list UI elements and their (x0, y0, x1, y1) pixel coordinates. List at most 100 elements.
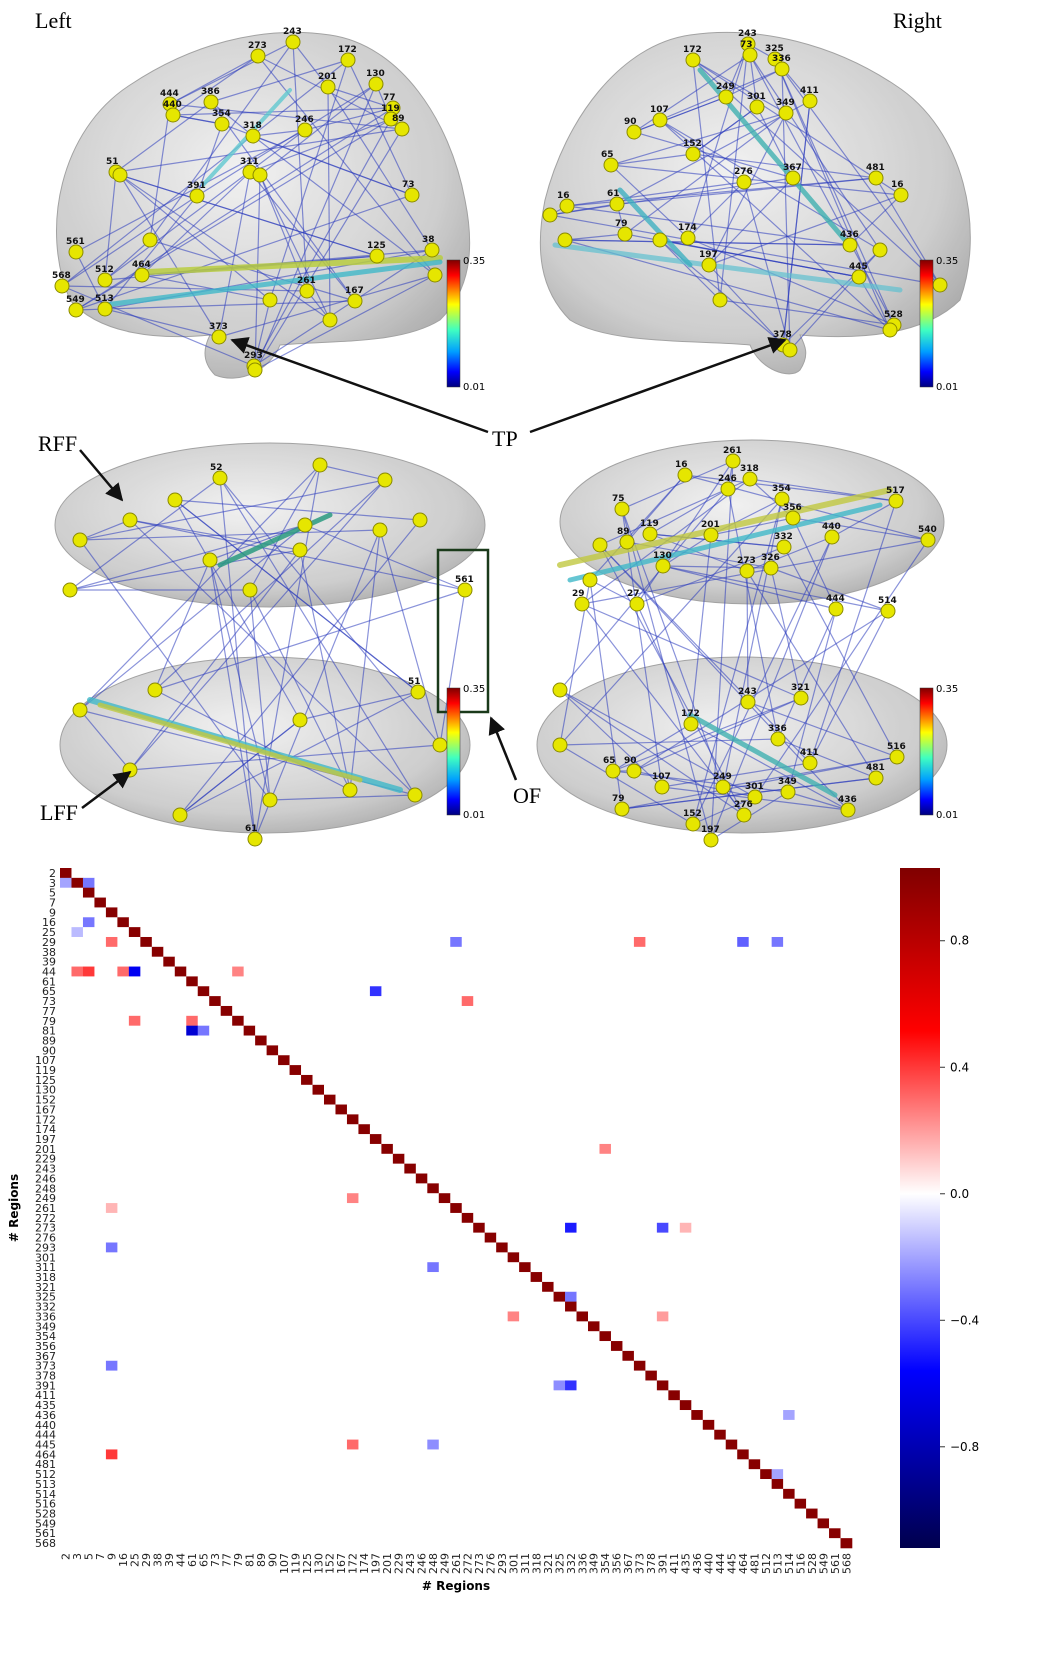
heatmap-cell (117, 936, 130, 948)
heatmap-cell (278, 1469, 290, 1480)
edge (626, 541, 663, 788)
heatmap-cell (197, 936, 210, 948)
heatmap-cell (94, 1419, 107, 1431)
heatmap-cell (381, 1301, 394, 1312)
heatmap-cell (324, 976, 336, 987)
heatmap-cell (450, 1232, 463, 1243)
heatmap-cell (530, 1153, 543, 1164)
heatmap-cell (691, 1005, 704, 1017)
heatmap-cell (633, 1410, 646, 1421)
heatmap-cell (553, 1321, 566, 1332)
heatmap-cell (783, 1074, 795, 1086)
node-label: 119 (640, 519, 659, 529)
heatmap-cell (806, 897, 818, 908)
heatmap-cell (232, 1311, 244, 1322)
heatmap-cell (266, 1222, 279, 1233)
heatmap-cell (588, 1400, 600, 1411)
heatmap-cell (105, 897, 118, 908)
heatmap-cell (737, 1232, 749, 1243)
heatmap-cell (691, 1331, 704, 1342)
heatmap-cell (197, 1301, 210, 1312)
heatmap-cell (140, 917, 153, 928)
heatmap-cell (358, 1035, 371, 1046)
heatmap-cell (381, 1449, 394, 1460)
heatmap-cell (174, 1163, 187, 1174)
heatmap-cell (840, 1410, 853, 1421)
heatmap-cell (128, 976, 141, 987)
heatmap-cell (335, 1114, 348, 1125)
heatmap-cell (668, 897, 681, 908)
heatmap-cell (232, 936, 244, 948)
heatmap-cell (530, 956, 543, 967)
edge (104, 171, 117, 281)
heatmap-cell (415, 1183, 428, 1194)
heatmap-cell (748, 1094, 761, 1105)
heatmap-cell (542, 1291, 554, 1302)
heatmap-cell (530, 966, 543, 977)
heatmap-cell (817, 1281, 830, 1293)
heatmap-cell (702, 1035, 715, 1046)
heatmap-cell (358, 1005, 371, 1017)
heatmap-cell (588, 956, 600, 967)
heatmap-cell (128, 1429, 141, 1440)
heatmap-cell (840, 1341, 853, 1352)
heatmap-cell (519, 1173, 531, 1184)
heatmap-cell (725, 956, 738, 967)
heatmap-cell (174, 1459, 187, 1470)
arrow (488, 716, 518, 781)
brain-left-lateral (56, 32, 471, 379)
heatmap-cell (324, 1222, 336, 1233)
heatmap-cell (209, 877, 221, 889)
heatmap-cell (289, 1419, 302, 1431)
heatmap-cell (94, 956, 107, 967)
heatmap-cell (645, 1360, 658, 1371)
heatmap-cell (438, 1124, 451, 1135)
heatmap-cell (519, 956, 531, 967)
heatmap-cell (565, 1331, 577, 1342)
node (629, 596, 645, 612)
heatmap-cell (760, 1232, 772, 1243)
heatmap-cell (243, 1035, 256, 1046)
heatmap-cell (461, 1143, 474, 1155)
heatmap-cell (565, 1488, 577, 1500)
heatmap-cell (381, 1183, 394, 1194)
heatmap-cell (415, 1291, 428, 1302)
heatmap-cell (725, 1143, 738, 1155)
heatmap-cell (140, 1370, 153, 1381)
heatmap-cell (588, 1429, 600, 1440)
heatmap-cell (748, 1291, 761, 1302)
heatmap-cell (335, 976, 348, 987)
heatmap-cell (266, 1025, 279, 1036)
heatmap-cell (151, 956, 164, 967)
heatmap-cell (679, 1311, 692, 1322)
heatmap-cell (312, 1212, 325, 1224)
heatmap-cell (496, 1331, 508, 1342)
heatmap-cell (806, 1173, 818, 1184)
heatmap-cell (381, 1262, 394, 1273)
heatmap-cell (553, 897, 566, 908)
heatmap-cell (461, 877, 474, 889)
heatmap-cell (278, 1242, 290, 1253)
heatmap-cell (438, 1469, 451, 1480)
heatmap-cell (140, 1242, 153, 1253)
heatmap-cell (392, 1311, 405, 1322)
node (211, 329, 227, 345)
heatmap-cell (840, 1124, 853, 1135)
edge (581, 539, 929, 605)
heatmap-cell (94, 907, 107, 918)
heatmap-cell (748, 1311, 761, 1322)
heatmap-cell (71, 877, 84, 889)
node (262, 292, 278, 308)
colorbar-label: 0.01 (936, 382, 958, 393)
heatmap-cell (358, 1410, 371, 1421)
heatmap-cell (346, 1350, 359, 1362)
heatmap-cell (783, 1153, 795, 1164)
heatmap-cell (392, 1429, 405, 1440)
heatmap-cell (450, 1084, 463, 1095)
heatmap-cell (381, 1479, 394, 1490)
heatmap-cell (806, 1163, 818, 1174)
heatmap-cell (151, 1400, 164, 1411)
heatmap-cell (691, 936, 704, 948)
heatmap-cell (530, 1321, 543, 1332)
heatmap-cell (335, 946, 348, 957)
